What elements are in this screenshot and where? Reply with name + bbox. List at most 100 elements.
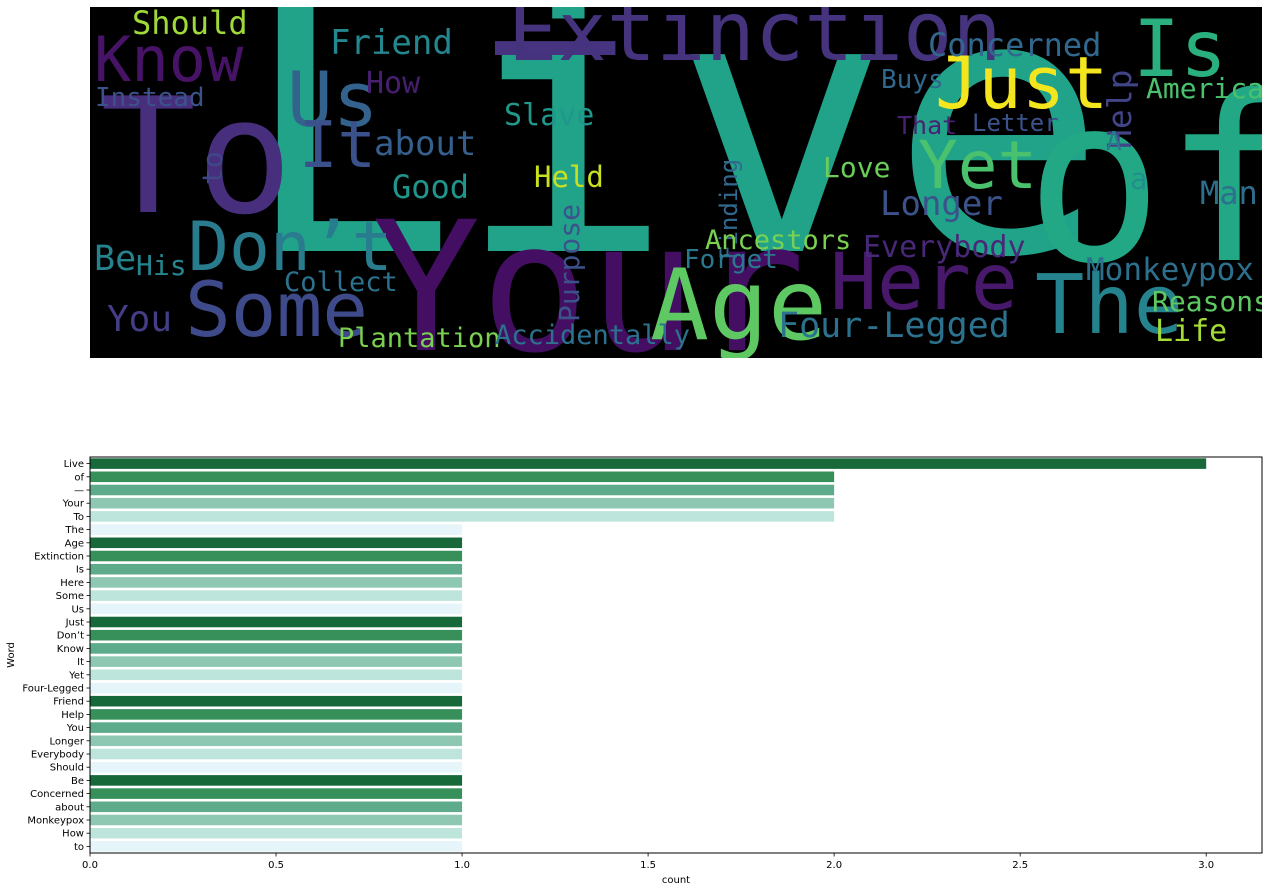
y-tick-label: to <box>74 842 84 853</box>
bar <box>90 643 463 654</box>
word-cloud: Live of — Your To The Age Extinction Is Here Some U… <box>90 7 1262 358</box>
bar <box>90 471 835 483</box>
cloud-word: It <box>299 109 377 183</box>
bar <box>90 616 463 628</box>
bar <box>90 590 463 601</box>
bar <box>90 497 835 509</box>
cloud-word: Yet <box>918 127 1038 204</box>
cloud-word: Four-Legged <box>778 306 1010 346</box>
cloud-word: Slave <box>504 98 595 133</box>
cloud-word: — <box>495 7 616 151</box>
y-tick-label: Should <box>50 763 84 774</box>
y-tick-label: Here <box>60 578 84 589</box>
cloud-word: Longer <box>880 184 1003 224</box>
y-tick-label: How <box>62 829 84 840</box>
bar <box>90 524 463 535</box>
cloud-word: to <box>196 150 229 185</box>
y-tick-label: Concerned <box>30 789 84 800</box>
y-tick-label: Us <box>71 604 84 615</box>
bar <box>90 511 835 522</box>
bar <box>90 814 463 826</box>
y-tick-label: Monkeypox <box>27 816 84 827</box>
cloud-word: The <box>1035 258 1184 353</box>
cloud-word: Be <box>94 239 137 279</box>
y-tick-label: Yet <box>68 670 84 681</box>
x-tick-label: 2.5 <box>1012 860 1028 871</box>
y-axis-label: Word <box>6 642 17 668</box>
cloud-word: Monkeypox <box>1086 252 1254 288</box>
cloud-word: To <box>100 63 293 250</box>
plot-frame <box>89 456 1263 854</box>
cloud-word: Know <box>94 23 244 96</box>
x-tick-label: 1.5 <box>640 860 656 871</box>
bar <box>90 458 1207 469</box>
y-tick-label: — <box>74 486 84 497</box>
cloud-word: Extinction <box>508 7 1002 80</box>
cloud-word: How <box>366 66 421 101</box>
bar <box>90 709 463 720</box>
bar <box>90 629 463 641</box>
cloud-word: A <box>1106 127 1122 157</box>
bar <box>90 841 463 852</box>
bar <box>90 722 463 733</box>
y-tick-label: Extinction <box>34 552 84 563</box>
bar <box>90 695 463 707</box>
bar <box>90 577 463 588</box>
y-tick-label: To <box>72 512 84 523</box>
y-tick-label: about <box>55 802 84 813</box>
cloud-word: Everybody <box>863 230 1026 265</box>
bar <box>90 484 835 496</box>
x-axis-label: count <box>662 875 690 886</box>
cloud-word: Collect <box>284 267 398 298</box>
cloud-word: Instead <box>95 83 205 113</box>
y-tick-label: of <box>74 472 84 483</box>
cloud-word: His <box>136 249 187 282</box>
bar <box>90 827 463 839</box>
cloud-word: Ancestors <box>705 225 852 256</box>
cloud-word: Letter <box>972 109 1059 137</box>
cloud-word: Your <box>372 184 806 359</box>
x-tick-label: 2.0 <box>826 860 842 871</box>
cloud-word: You <box>107 299 173 340</box>
bar <box>90 775 463 786</box>
cloud-word: of <box>1025 48 1262 315</box>
y-tick-label: Your <box>62 499 85 510</box>
cloud-word: Age <box>650 249 828 358</box>
cloud-word: about <box>374 124 477 164</box>
y-tick-label: Some <box>56 591 84 602</box>
cloud-word: Forget <box>684 245 778 275</box>
y-tick-label: Age <box>65 538 84 549</box>
cloud-word: America <box>1146 72 1262 105</box>
cloud-word: Purpose <box>553 203 586 322</box>
y-tick-label: Friend <box>53 697 84 708</box>
bar <box>90 656 463 667</box>
x-axis-ticks: 0.0 0.5 1.0 1.5 2.0 2.5 3.0 <box>82 853 1214 871</box>
x-tick-label: 0.5 <box>268 860 284 871</box>
cloud-word: Reasons <box>1152 285 1262 318</box>
cloud-word: Love <box>823 151 891 184</box>
cloud-word: Just <box>935 41 1109 125</box>
y-tick-label: Longer <box>50 736 85 747</box>
bar <box>90 669 463 681</box>
cloud-word: Concerned <box>928 26 1102 64</box>
cloud-word: a <box>1130 162 1148 196</box>
cloud-word: That <box>897 111 958 140</box>
cloud-word: Buys <box>881 65 944 95</box>
bar <box>90 682 463 694</box>
bars-group <box>90 458 1207 852</box>
cloud-word: Plantation <box>338 323 501 354</box>
cloud-word: Held <box>534 160 604 194</box>
y-tick-label: The <box>64 525 84 536</box>
x-tick-label: 3.0 <box>1198 860 1214 871</box>
cloud-word: Accidentally <box>495 320 691 351</box>
y-tick-label: You <box>66 723 84 734</box>
bar <box>90 603 463 615</box>
y-tick-label: It <box>77 657 84 668</box>
cloud-word: Us <box>287 55 379 144</box>
y-tick-label: Live <box>64 459 84 470</box>
bar-chart: Live of — Your To The Age Extinction Is Here Some U… <box>6 456 1263 886</box>
bar <box>90 563 463 575</box>
y-tick-label: Just <box>65 618 84 629</box>
y-tick-label: Four-Legged <box>22 684 84 695</box>
y-tick-label: Is <box>76 565 84 576</box>
